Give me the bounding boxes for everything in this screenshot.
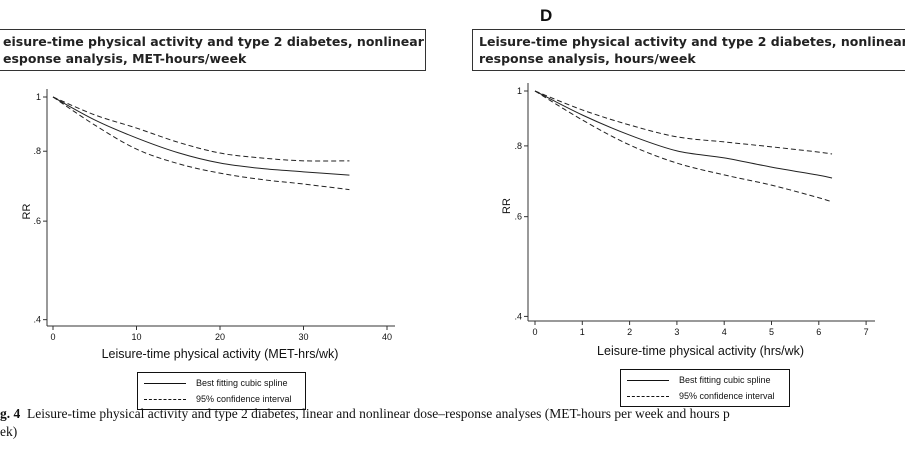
ci-line (534, 90, 833, 155)
y-axis-label: RR (501, 198, 513, 214)
x-tick-label: 0 (50, 332, 55, 342)
legend-left: Best fitting cubic spline 95% confidence… (137, 372, 306, 410)
legend-item-spline: Best fitting cubic spline (144, 378, 288, 388)
x-tick-label: 5 (769, 327, 774, 337)
x-tick-label: 6 (816, 327, 821, 337)
x-tick-label: 3 (674, 327, 679, 337)
y-tick-label: 1 (517, 86, 522, 96)
legend-label: 95% confidence interval (196, 394, 292, 404)
x-tick-label: 2 (627, 327, 632, 337)
spline-line (534, 90, 833, 179)
legend-item-ci: 95% confidence interval (144, 394, 292, 404)
ci-line (52, 96, 350, 191)
x-tick-label: 30 (298, 332, 308, 342)
title-line: response analysis, hours/week (479, 51, 696, 66)
caption-label: g. 4 (0, 406, 21, 421)
legend-label: Best fitting cubic spline (196, 378, 288, 388)
caption-text-line2: ek) (0, 424, 18, 439)
y-tick-label: .6 (33, 216, 41, 226)
solid-line-swatch (144, 382, 186, 384)
title-line: eisure-time physical activity and type 2… (3, 34, 426, 49)
title-line: Leisure-time physical activity and type … (479, 34, 905, 49)
x-tick-label: 4 (722, 327, 727, 337)
x-tick-label: 0 (532, 327, 537, 337)
legend-item-spline: Best fitting cubic spline (627, 375, 771, 385)
figure-caption: g. 4 Leisure-time physical activity and … (0, 405, 730, 441)
y-tick-label: .4 (33, 315, 41, 325)
panel-title-left: eisure-time physical activity and type 2… (0, 29, 426, 71)
title-line: esponse analysis, MET-hours/week (3, 51, 247, 66)
y-tick-label: .6 (514, 212, 522, 222)
solid-line-swatch (627, 379, 669, 381)
ci-line (52, 96, 350, 162)
x-axis-label: Leisure-time physical activity (hrs/wk) (597, 344, 804, 358)
legend-right: Best fitting cubic spline 95% confidence… (620, 369, 790, 407)
y-tick-label: 1 (36, 92, 41, 102)
x-tick-label: 40 (382, 332, 392, 342)
x-tick-label: 1 (580, 327, 585, 337)
x-tick-label: 20 (215, 332, 225, 342)
legend-label: Best fitting cubic spline (679, 375, 771, 385)
spline-line (52, 96, 350, 176)
panel-letter-d: D (540, 6, 553, 25)
legend-item-ci: 95% confidence interval (627, 391, 775, 401)
x-axis-label: Leisure-time physical activity (MET-hrs/… (102, 347, 339, 361)
y-tick-label: .8 (514, 141, 522, 151)
x-tick-label: 7 (864, 327, 869, 337)
y-tick-label: .8 (33, 146, 41, 156)
caption-text: Leisure-time physical activity and type … (27, 406, 730, 421)
x-tick-label: 10 (131, 332, 141, 342)
dashed-line-swatch (144, 398, 186, 400)
ci-line (534, 90, 833, 203)
y-axis-label: RR (21, 204, 33, 220)
panel-title-right: Leisure-time physical activity and type … (472, 29, 905, 71)
dashed-line-swatch (627, 395, 669, 397)
legend-label: 95% confidence interval (679, 391, 775, 401)
y-tick-label: .4 (514, 311, 522, 321)
